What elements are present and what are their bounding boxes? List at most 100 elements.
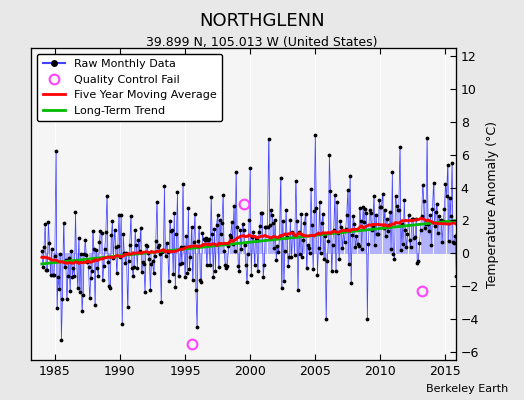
Point	[399, 241, 407, 247]
Point	[333, 199, 341, 206]
Point	[89, 228, 97, 234]
Point	[205, 236, 213, 242]
Point	[394, 207, 402, 214]
Point	[413, 260, 421, 266]
Point	[351, 244, 359, 251]
Point	[354, 243, 363, 250]
Point	[368, 223, 377, 230]
Point	[203, 261, 211, 268]
Point	[347, 280, 355, 286]
Point	[165, 278, 173, 284]
Point	[122, 250, 130, 256]
Point	[274, 249, 282, 255]
Point	[142, 242, 150, 248]
Point	[271, 216, 279, 223]
Point	[376, 204, 385, 210]
Point	[314, 244, 323, 251]
Point	[51, 253, 59, 260]
Point	[328, 268, 336, 274]
Point	[159, 246, 168, 253]
Point	[331, 192, 339, 198]
Point	[435, 213, 443, 220]
Point	[266, 222, 274, 228]
Point	[297, 211, 305, 218]
Point	[156, 250, 165, 257]
Point	[221, 261, 230, 268]
Point	[141, 288, 149, 295]
Point	[49, 272, 57, 278]
Point	[371, 241, 379, 248]
Point	[70, 273, 79, 280]
Y-axis label: Temperature Anomaly (°C): Temperature Anomaly (°C)	[486, 120, 499, 288]
Point	[97, 230, 106, 236]
Point	[252, 234, 260, 241]
Point	[215, 217, 224, 223]
Point	[179, 181, 187, 188]
Point	[418, 213, 426, 219]
Point	[160, 183, 169, 190]
Point	[234, 263, 243, 269]
Point	[151, 238, 160, 244]
Point	[101, 246, 109, 252]
Point	[128, 265, 136, 271]
Point	[143, 243, 151, 249]
Point	[407, 244, 415, 250]
Point	[305, 250, 314, 256]
Point	[270, 245, 278, 251]
Point	[441, 180, 450, 187]
Point	[316, 250, 325, 256]
Point	[383, 216, 391, 222]
Point	[243, 279, 251, 286]
Point	[224, 243, 233, 250]
Point	[206, 262, 214, 268]
Point	[145, 256, 154, 262]
Point	[200, 237, 209, 244]
Point	[358, 246, 366, 252]
Point	[232, 169, 241, 175]
Point	[289, 233, 298, 240]
Point	[430, 222, 439, 229]
Text: Berkeley Earth: Berkeley Earth	[426, 384, 508, 394]
Point	[427, 242, 435, 248]
Point	[450, 240, 458, 246]
Point	[264, 224, 272, 230]
Point	[438, 239, 446, 246]
Point	[144, 250, 152, 256]
Point	[91, 302, 99, 308]
Point	[169, 271, 177, 277]
Point	[209, 274, 217, 280]
Point	[196, 277, 204, 283]
Point	[381, 233, 390, 239]
Point	[45, 240, 53, 246]
Point	[177, 244, 185, 250]
Point	[94, 273, 103, 279]
Point	[412, 216, 420, 222]
Point	[339, 227, 347, 234]
Point	[129, 272, 137, 279]
Point	[110, 255, 118, 262]
Point	[80, 251, 89, 258]
Point	[242, 262, 250, 268]
Point	[223, 263, 232, 269]
Point	[312, 205, 321, 211]
Point	[189, 277, 197, 284]
Point	[357, 218, 365, 224]
Point	[275, 234, 283, 240]
Point	[62, 296, 71, 302]
Point	[78, 308, 86, 314]
Point	[88, 268, 96, 274]
Point	[220, 248, 228, 254]
Point	[100, 262, 108, 269]
Point	[396, 143, 404, 150]
Point	[58, 296, 67, 302]
Point	[398, 221, 406, 228]
Point	[235, 268, 244, 274]
Point	[53, 304, 61, 311]
Point	[111, 227, 119, 233]
Point	[241, 242, 249, 248]
Point	[277, 285, 286, 291]
Point	[57, 337, 66, 344]
Point	[342, 226, 350, 232]
Point	[409, 216, 417, 222]
Point	[285, 254, 293, 260]
